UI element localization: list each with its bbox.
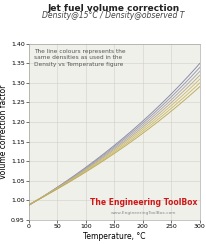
Text: Jet fuel volume correction: Jet fuel volume correction: [47, 4, 179, 13]
X-axis label: Temperature, °C: Temperature, °C: [83, 232, 146, 241]
Y-axis label: Volume correction factor: Volume correction factor: [0, 85, 8, 179]
Text: The line colours represents the
same densities as used in the
Density vs Tempera: The line colours represents the same den…: [34, 49, 126, 67]
Text: The Engineering ToolBox: The Engineering ToolBox: [90, 198, 197, 207]
Text: www.EngineeringToolBox.com: www.EngineeringToolBox.com: [111, 211, 176, 215]
Text: Density@15°C / Density@observed T: Density@15°C / Density@observed T: [42, 11, 185, 20]
